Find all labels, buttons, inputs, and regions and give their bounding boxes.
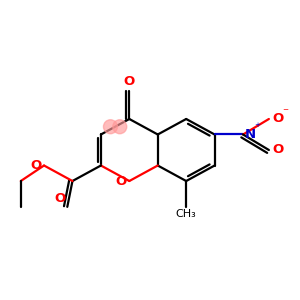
Text: CH₃: CH₃ (176, 209, 196, 219)
Text: O: O (55, 192, 66, 205)
Text: $^-$: $^-$ (281, 107, 290, 117)
Text: O: O (31, 159, 42, 172)
Text: O: O (124, 76, 135, 88)
Text: O: O (272, 112, 283, 125)
Text: $^+$: $^+$ (253, 122, 262, 132)
Text: O: O (272, 143, 283, 157)
Circle shape (103, 120, 117, 134)
Text: O: O (116, 175, 127, 188)
Text: N: N (245, 128, 256, 141)
Circle shape (113, 120, 127, 134)
